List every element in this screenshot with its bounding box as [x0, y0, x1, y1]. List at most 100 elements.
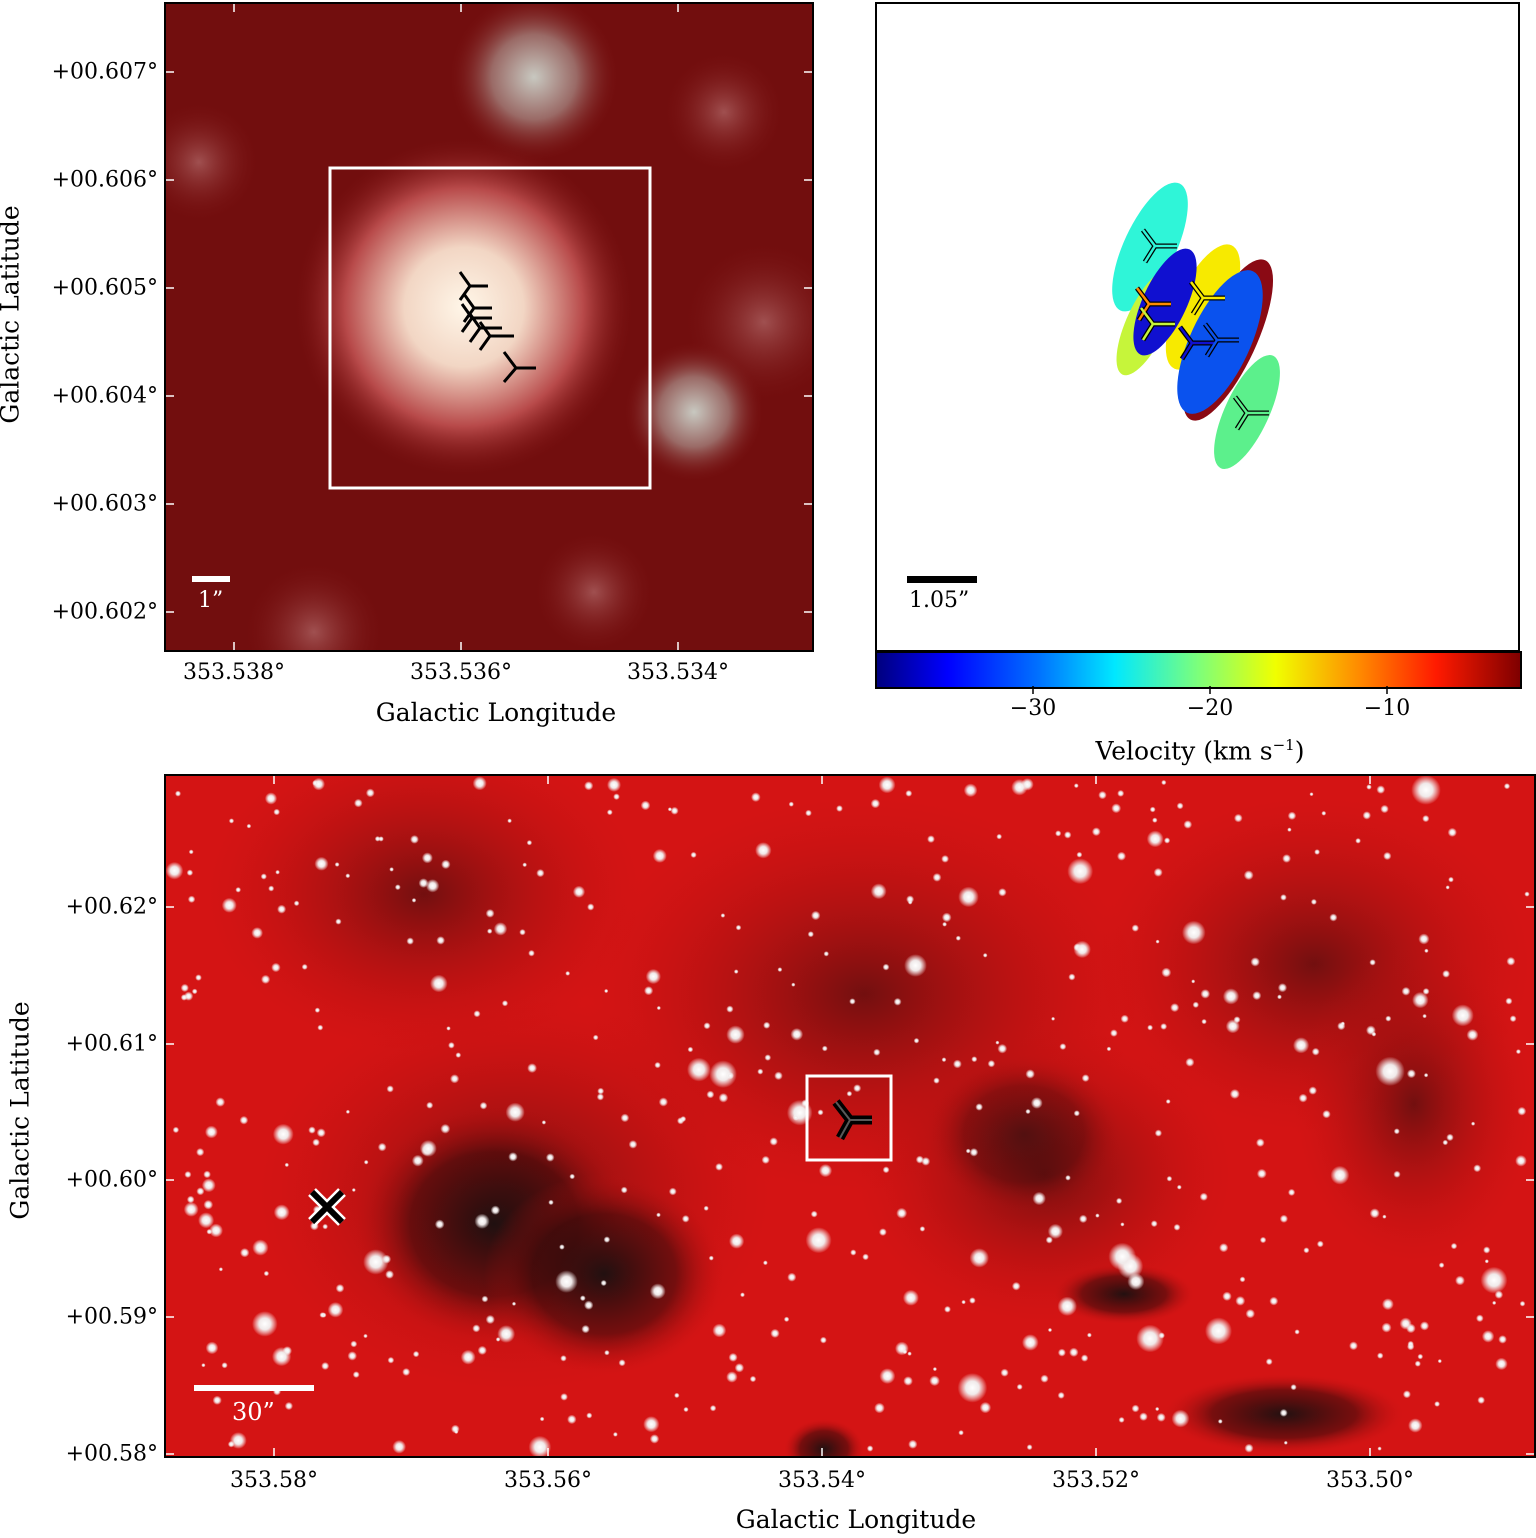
x-tick: 353.56°: [504, 1468, 592, 1493]
star: [1026, 1444, 1033, 1451]
star: [706, 1090, 715, 1099]
star: [406, 937, 414, 945]
star: [1131, 1404, 1140, 1413]
star: [1481, 1330, 1495, 1343]
star: [681, 1215, 690, 1223]
star: [363, 1333, 368, 1339]
star: [1455, 1275, 1465, 1286]
star: [1424, 948, 1429, 953]
star: [1065, 1175, 1071, 1181]
star: [584, 781, 594, 791]
star: [441, 859, 451, 870]
star: [180, 983, 189, 992]
star: [1362, 811, 1372, 820]
star: [410, 835, 419, 844]
star: [1480, 1266, 1508, 1294]
x-tick: 353.58°: [230, 1468, 318, 1493]
star: [613, 793, 620, 800]
star: [1506, 956, 1516, 966]
star: [1051, 1016, 1056, 1021]
star: [733, 969, 739, 974]
star: [1025, 1108, 1031, 1115]
star: [528, 1435, 552, 1458]
star: [1411, 775, 1441, 805]
star: [1450, 1242, 1458, 1250]
star: [1217, 1419, 1223, 1424]
star: [774, 1071, 783, 1081]
star: [1182, 920, 1206, 945]
star: [1199, 1192, 1208, 1201]
star: [1383, 851, 1392, 861]
star: [321, 1362, 330, 1370]
star: [412, 1350, 420, 1358]
star: [1515, 1049, 1521, 1055]
zoom-box: [805, 1074, 893, 1162]
x-tick: 353.534°: [627, 660, 729, 685]
star: [1256, 1168, 1267, 1179]
star: [1293, 1037, 1310, 1054]
star: [1473, 1164, 1482, 1173]
star: [846, 1090, 853, 1097]
star: [788, 801, 794, 807]
zoom-image: [164, 2, 814, 652]
star: [411, 898, 417, 903]
star: [670, 806, 679, 815]
star: [539, 1416, 545, 1422]
star: [942, 921, 947, 927]
star: [668, 1187, 677, 1196]
star: [1079, 1214, 1088, 1224]
star: [319, 1312, 326, 1318]
star: [791, 982, 796, 987]
star: [365, 788, 375, 798]
star: [1201, 1018, 1207, 1025]
star: [1059, 1043, 1067, 1050]
star: [1080, 1354, 1089, 1362]
colorbar-tick: −30: [1009, 696, 1057, 721]
star: [703, 1022, 711, 1030]
star: [820, 1336, 827, 1344]
star: [996, 833, 1002, 840]
star: [1288, 1188, 1296, 1196]
star: [1067, 858, 1094, 885]
star: [769, 1137, 778, 1146]
y-tick: +00.60°: [65, 1167, 158, 1193]
star: [201, 1363, 206, 1368]
star: [1229, 1089, 1240, 1099]
star: [1055, 830, 1062, 837]
colorbar-title-text: Velocity (km s: [1095, 736, 1273, 766]
star: [866, 1445, 874, 1452]
star: [749, 1375, 757, 1383]
star: [604, 1350, 610, 1356]
star: [955, 935, 961, 941]
star: [268, 885, 275, 892]
star: [1277, 994, 1282, 1000]
star: [735, 924, 742, 931]
star: [1401, 986, 1411, 996]
star: [982, 953, 988, 958]
star: [555, 1270, 578, 1293]
star: [1406, 1323, 1416, 1334]
star: [1414, 1360, 1421, 1367]
star: [1098, 790, 1107, 800]
star: [640, 800, 651, 811]
star: [206, 1228, 213, 1235]
star: [757, 1068, 764, 1075]
x-tick: 353.50°: [1326, 1468, 1414, 1493]
star: [481, 1295, 489, 1303]
star: [472, 1324, 481, 1333]
star: [1369, 1208, 1380, 1219]
star: [1016, 1383, 1023, 1390]
star: [545, 1153, 555, 1162]
star: [261, 974, 271, 984]
y-tick: +00.604°: [51, 383, 158, 409]
star: [363, 1159, 369, 1165]
star: [228, 818, 235, 824]
star: [1243, 870, 1254, 881]
star: [1402, 1390, 1411, 1399]
star: [394, 884, 401, 891]
star: [715, 1163, 723, 1171]
star: [620, 1186, 628, 1194]
scale-label: 30”: [232, 1398, 275, 1426]
star: [1068, 973, 1076, 981]
star: [823, 951, 829, 957]
